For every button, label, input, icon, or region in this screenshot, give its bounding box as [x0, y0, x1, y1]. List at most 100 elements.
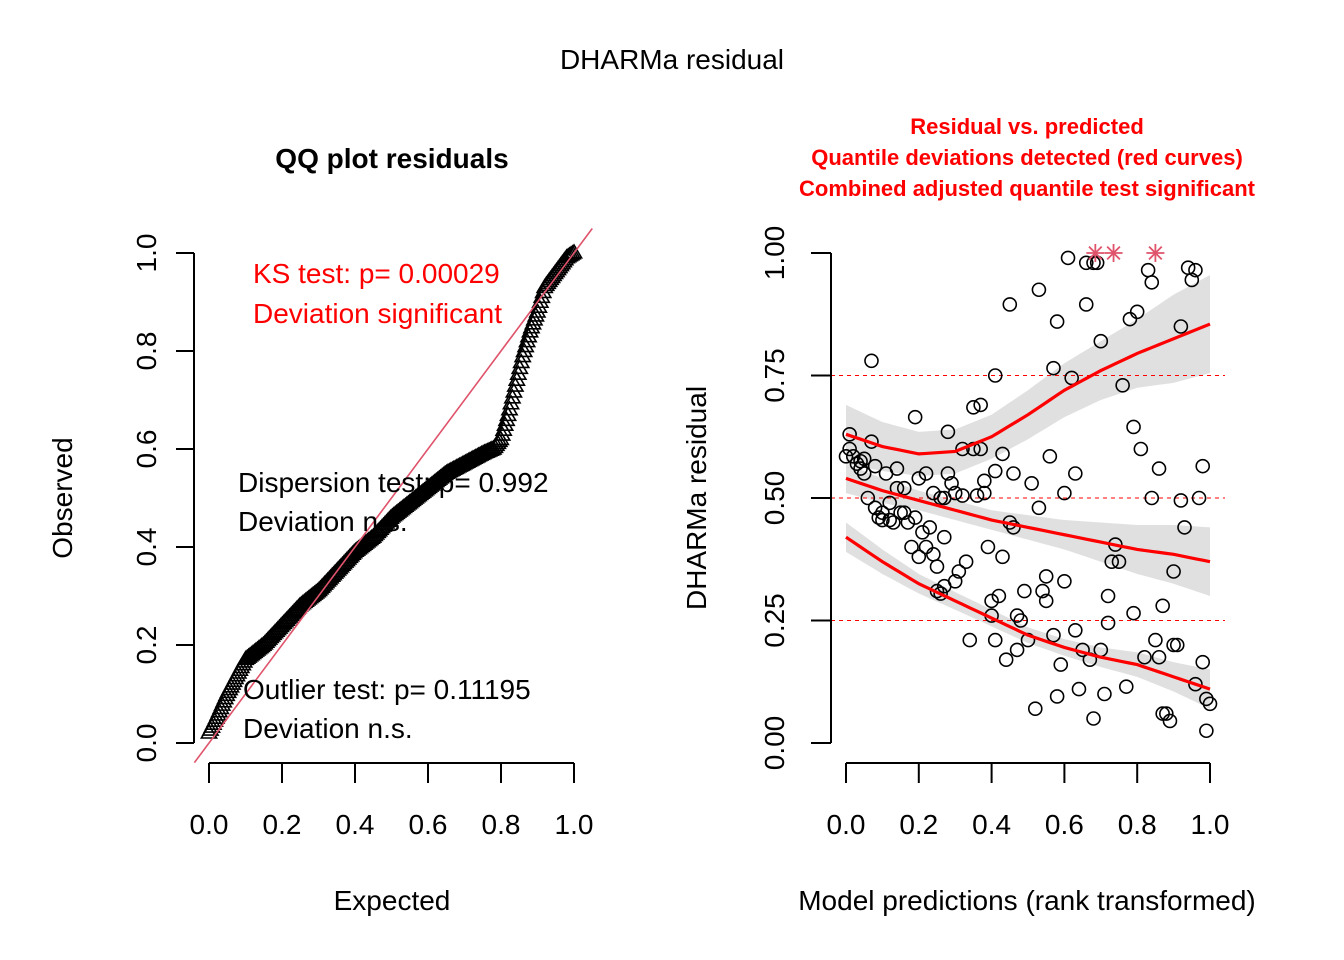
qq-y-tick-label: 0.4: [131, 528, 162, 567]
rp-title-line1: Residual vs. predicted: [910, 114, 1144, 139]
rp-y-tick-label: 0.00: [759, 716, 790, 771]
residual-point: [1148, 632, 1163, 648]
residual-point: [1027, 701, 1043, 717]
rp-x-tick-label: 0.8: [1118, 809, 1157, 840]
ks-test-line1: KS test: p= 0.00029: [253, 258, 500, 289]
residual-point: [1155, 706, 1170, 721]
residual-point: [1173, 319, 1189, 334]
qq-point: [564, 243, 584, 259]
residual-point: [1104, 554, 1120, 570]
residual-point: [998, 652, 1014, 668]
residual-point: [1202, 696, 1218, 712]
residual-point: [955, 488, 970, 503]
rp-x-tick-label: 0.6: [1045, 809, 1084, 840]
residual-point: [1151, 461, 1167, 476]
quantile-curve-q0.25: [845, 535, 1211, 691]
residual-point: [1035, 583, 1050, 599]
residual-point: [1049, 314, 1065, 329]
residual-point: [944, 475, 959, 491]
residual-point: [1057, 573, 1072, 589]
residual-point: [1140, 262, 1156, 278]
rp-x-tick-label: 0.4: [972, 809, 1011, 840]
residual-point: [1089, 255, 1105, 271]
residual-point: [882, 512, 897, 528]
outlier-star: [1104, 244, 1123, 262]
residual-point: [1122, 311, 1138, 327]
rp-y-tick-label: 0.50: [759, 471, 790, 526]
residual-point: [1195, 654, 1211, 670]
residual-point: [1046, 360, 1061, 376]
residual-point: [875, 505, 890, 521]
qq-point: [515, 342, 534, 358]
residual-point: [987, 463, 1003, 479]
qq-x-tick-label: 0.8: [482, 809, 521, 840]
residual-point: [973, 397, 988, 413]
rp-x-tick-label: 1.0: [1191, 809, 1230, 840]
residual-point: [1118, 679, 1134, 694]
residual-point: [1155, 598, 1170, 614]
residual-point: [893, 505, 908, 521]
residual-point: [955, 441, 970, 457]
outlier-star: [1086, 244, 1105, 262]
residual-point: [1100, 588, 1116, 604]
confidence-band-q0.75: [846, 275, 1210, 476]
residual-point: [907, 510, 923, 525]
residual-point: [1129, 304, 1145, 320]
residual-point: [849, 456, 865, 472]
rp-title-line2: Quantile deviations detected (red curves…: [811, 145, 1243, 170]
residual-point: [904, 539, 919, 555]
qq-x-tick-label: 0.4: [336, 809, 375, 840]
residual-point: [1013, 613, 1029, 628]
outlier-star-stroke: [1148, 245, 1163, 261]
residual-point: [980, 539, 996, 555]
residual-point: [966, 400, 981, 415]
dispersion-test-line1: Dispersion test: p= 0.992: [238, 467, 549, 498]
residual-point: [1199, 723, 1214, 739]
residual-point: [1126, 605, 1141, 621]
residual-point: [1002, 297, 1018, 312]
qq-point: [493, 425, 512, 441]
qq-point: [516, 337, 535, 353]
residual-point: [1195, 458, 1211, 474]
qq-y-tick-label: 0.6: [131, 430, 162, 469]
residual-point: [918, 466, 934, 481]
qq-point: [518, 332, 537, 348]
residual-point: [1097, 686, 1112, 702]
residual-point: [1086, 255, 1101, 271]
residual-point: [940, 424, 956, 440]
residual-point: [1184, 272, 1200, 288]
qq-point: [532, 287, 551, 304]
residual-point: [1006, 466, 1021, 481]
outlier-test-line2: Deviation n.s.: [243, 713, 413, 744]
residual-point: [922, 520, 938, 535]
residual-point: [1071, 681, 1087, 697]
residual-point: [933, 490, 948, 506]
quantile-curve-q0.75: [845, 322, 1211, 456]
rp-ylabel: DHARMa residual: [681, 386, 712, 610]
qq-point: [528, 302, 547, 318]
residual-point: [1060, 250, 1076, 266]
outlier-test-line1: Outlier test: p= 0.11195: [243, 674, 531, 705]
quantile-reference-lines: [831, 375, 1225, 621]
residual-point: [1078, 255, 1094, 271]
qq-x-tick-label: 0.2: [263, 809, 302, 840]
ks-test-line2: Deviation significant: [253, 298, 502, 329]
quantile-curve-q0.5: [845, 476, 1211, 564]
residual-point: [962, 632, 978, 648]
qq-x-tick-label: 0.6: [409, 809, 448, 840]
residual-point: [929, 583, 945, 599]
residual-point: [1144, 275, 1160, 290]
qq-ylabel: Observed: [47, 437, 78, 558]
residual-point: [951, 564, 967, 579]
residual-point: [987, 368, 1003, 383]
residual-point: [1064, 370, 1079, 386]
residual-point: [1191, 490, 1207, 506]
rp-y-tick-label: 0.75: [759, 348, 790, 403]
residual-point: [1009, 608, 1025, 623]
residual-point: [1166, 564, 1181, 579]
residual-point: [1159, 706, 1174, 721]
rp-xlabel: Model predictions (rank transformed): [798, 885, 1256, 916]
residual-point: [1180, 260, 1196, 276]
confidence-band-q0.5: [846, 463, 1210, 596]
rp-y-tick-label: 1.00: [759, 226, 790, 281]
